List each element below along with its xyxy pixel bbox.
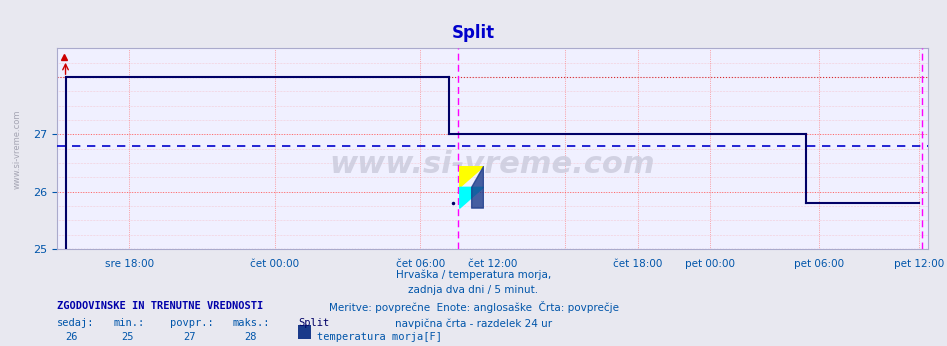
Text: pet 12:00: pet 12:00: [894, 260, 944, 270]
Text: 27: 27: [183, 332, 196, 342]
Text: Split: Split: [452, 24, 495, 42]
Text: 28: 28: [244, 332, 258, 342]
Text: 26: 26: [64, 332, 78, 342]
Text: sre 18:00: sre 18:00: [104, 260, 153, 270]
Text: Hrvaška / temperatura morja,
zadnja dva dni / 5 minut.
Meritve: povprečne  Enote: Hrvaška / temperatura morja, zadnja dva …: [329, 270, 618, 329]
Text: čet 12:00: čet 12:00: [468, 260, 517, 270]
Text: ZGODOVINSKE IN TRENUTNE VREDNOSTI: ZGODOVINSKE IN TRENUTNE VREDNOSTI: [57, 301, 263, 311]
Text: 25: 25: [121, 332, 134, 342]
Text: temperatura morja[F]: temperatura morja[F]: [317, 332, 442, 342]
Text: min.:: min.:: [114, 318, 145, 328]
Text: čet 18:00: čet 18:00: [614, 260, 663, 270]
Text: www.si-vreme.com: www.si-vreme.com: [13, 109, 22, 189]
Text: sedaj:: sedaj:: [57, 318, 95, 328]
Text: pet 06:00: pet 06:00: [795, 260, 844, 270]
Text: povpr.:: povpr.:: [170, 318, 214, 328]
Text: Split: Split: [298, 318, 330, 328]
Text: pet 00:00: pet 00:00: [686, 260, 735, 270]
Text: čet 06:00: čet 06:00: [396, 260, 445, 270]
Text: www.si-vreme.com: www.si-vreme.com: [330, 150, 655, 179]
Text: čet 00:00: čet 00:00: [250, 260, 299, 270]
Text: maks.:: maks.:: [232, 318, 270, 328]
